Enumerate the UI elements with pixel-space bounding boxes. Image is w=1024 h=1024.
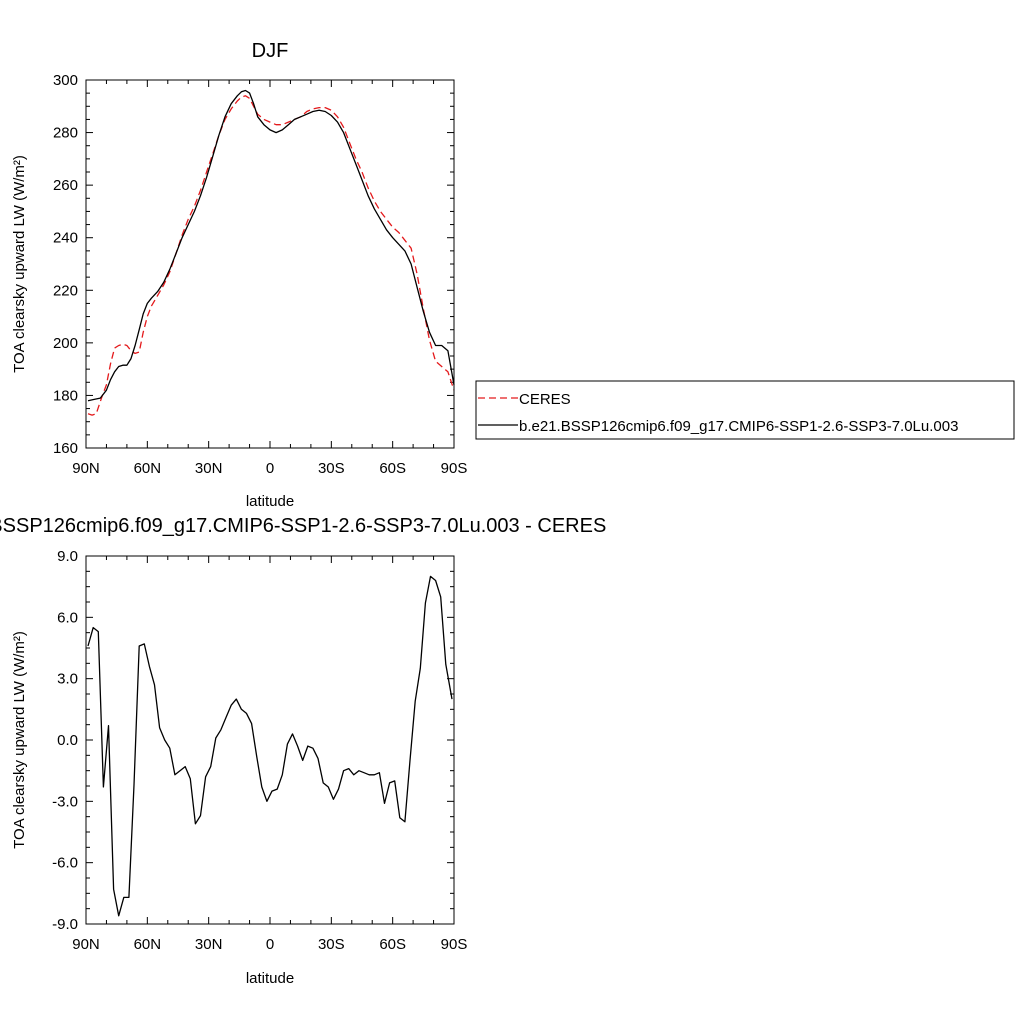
top-panel: DJF 160 180 200 220 240 260 280 300 90N 60N 30N 0 3… xyxy=(11,40,467,510)
legend-model-label: b.e21.BSSP126cmip6.f09_g17.CMIP6-SSP1-2.… xyxy=(519,418,958,435)
top-series-line-0 xyxy=(87,95,455,416)
bottom-chart-title: b.e21.BSSP126cmip6.f09_g17.CMIP6-SSP1-2.… xyxy=(0,515,606,537)
bottom-panel: b.e21.BSSP126cmip6.f09_g17.CMIP6-SSP1-2.… xyxy=(0,515,606,987)
bottom-y-tick-label: 0.0 xyxy=(57,732,78,749)
top-y-tick-label: 200 xyxy=(53,335,78,352)
legend-ceres-label: CERES xyxy=(519,391,571,408)
bottom-y-ticks: -9.0 -6.0 -3.0 0.0 3.0 6.0 9.0 xyxy=(52,548,454,933)
bottom-y-tick-label: -6.0 xyxy=(52,855,78,872)
top-x-tick-label: 60S xyxy=(379,460,406,477)
top-x-tick-label: 30N xyxy=(195,460,223,477)
top-y-axis-label: TOA clearsky upward LW (W/m²) xyxy=(11,155,28,373)
top-y-tick-label: 180 xyxy=(53,387,78,404)
bottom-x-tick-label: 90N xyxy=(72,936,100,953)
bottom-x-tick-label: 60S xyxy=(379,936,406,953)
top-x-ticks: 90N 60N 30N 0 30S 60S 90S xyxy=(72,80,467,477)
bottom-x-tick-label: 90S xyxy=(441,936,468,953)
top-x-axis-label: latitude xyxy=(246,493,294,510)
top-y-tick-label: 260 xyxy=(53,177,78,194)
bottom-plot-frame xyxy=(85,555,455,925)
top-x-tick-label: 0 xyxy=(266,460,274,477)
top-series-line-1 xyxy=(87,89,455,402)
bottom-x-ticks: 90N 60N 30N 0 30S 60S 90S xyxy=(72,556,467,953)
bottom-x-tick-label: 0 xyxy=(266,936,274,953)
top-y-tick-label: 300 xyxy=(53,72,78,89)
top-x-tick-label: 90S xyxy=(441,460,468,477)
bottom-y-tick-label: 9.0 xyxy=(57,548,78,565)
bottom-x-axis-label: latitude xyxy=(246,970,294,987)
top-x-tick-label: 60N xyxy=(134,460,162,477)
top-series-lines xyxy=(87,89,455,416)
top-x-tick-label: 30S xyxy=(318,460,345,477)
top-y-tick-label: 280 xyxy=(53,125,78,142)
bottom-x-tick-label: 60N xyxy=(134,936,162,953)
top-y-tick-label: 160 xyxy=(53,440,78,457)
top-chart-title: DJF xyxy=(252,40,289,62)
top-y-tick-label: 220 xyxy=(53,282,78,299)
bottom-x-tick-label: 30N xyxy=(195,936,223,953)
bottom-x-tick-label: 30S xyxy=(318,936,345,953)
top-y-ticks: 160 180 200 220 240 260 280 300 xyxy=(53,72,454,457)
legend: CERES b.e21.BSSP126cmip6.f09_g17.CMIP6-S… xyxy=(475,380,1015,440)
top-x-tick-label: 90N xyxy=(72,460,100,477)
bottom-series-line-0 xyxy=(87,575,453,917)
top-y-tick-label: 240 xyxy=(53,230,78,247)
legend-box xyxy=(475,380,1015,440)
bottom-y-axis-label: TOA clearsky upward LW (W/m²) xyxy=(11,631,28,849)
bottom-y-tick-label: -9.0 xyxy=(52,916,78,933)
bottom-series-lines xyxy=(87,575,453,917)
bottom-y-tick-label: 3.0 xyxy=(57,671,78,688)
top-plot-frame xyxy=(85,79,455,449)
bottom-y-tick-label: 6.0 xyxy=(57,609,78,626)
bottom-y-tick-label: -3.0 xyxy=(52,793,78,810)
